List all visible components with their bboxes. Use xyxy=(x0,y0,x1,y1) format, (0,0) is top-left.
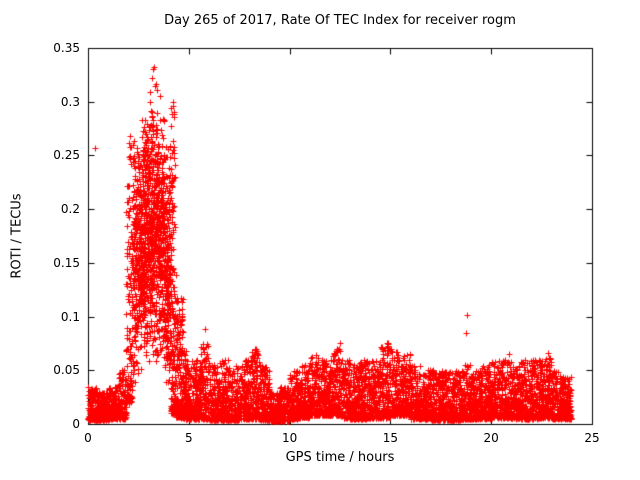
x-axis-label: GPS time / hours xyxy=(285,450,395,465)
y-tick-label: 0.25 xyxy=(53,148,80,163)
y-tick-label: 0.05 xyxy=(53,363,80,378)
x-tick-label: 20 xyxy=(483,431,499,445)
x-tick-label: 10 xyxy=(281,431,298,445)
y-tick-label: 0.15 xyxy=(53,255,80,270)
y-tick-label: 0.2 xyxy=(60,202,80,217)
y-tick-label: 0 xyxy=(72,417,80,431)
y-tick-label: 0.3 xyxy=(60,94,80,109)
x-tick-label: 0 xyxy=(84,431,92,445)
x-tick-label: 5 xyxy=(184,431,193,445)
y-tick-label: 0.35 xyxy=(53,41,80,55)
x-tick-label: 15 xyxy=(382,431,399,445)
y-tick-label: 0.1 xyxy=(60,309,80,324)
chart-title: Day 265 of 2017, Rate Of TEC Index for r… xyxy=(164,13,516,28)
y-axis-label: ROTI / TECUs xyxy=(9,193,25,279)
x-tick-label: 25 xyxy=(584,431,600,445)
